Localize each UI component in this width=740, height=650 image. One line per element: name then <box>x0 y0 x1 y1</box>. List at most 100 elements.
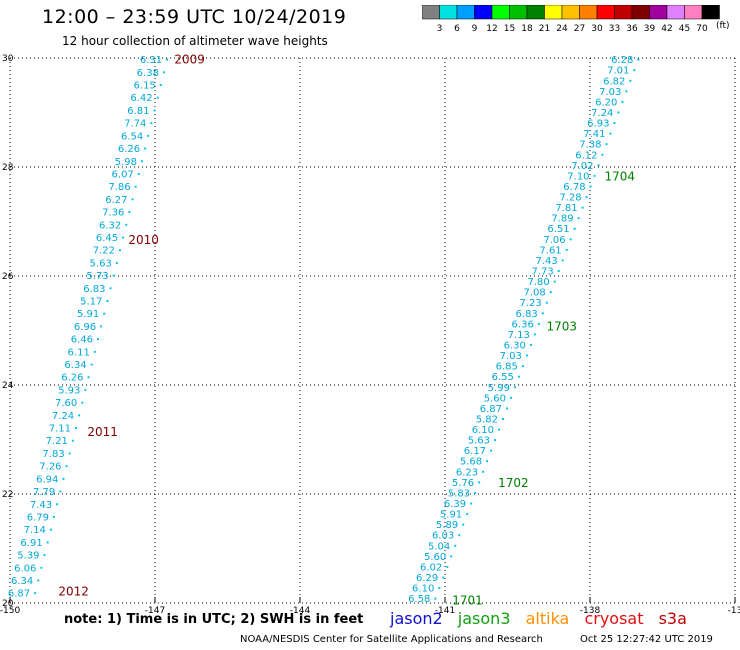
track-a-point <box>128 211 131 214</box>
legend-label: 6 <box>454 24 460 34</box>
x-tick-label: -147 <box>145 606 165 616</box>
track-a-point <box>49 528 52 531</box>
track-b-point <box>517 375 520 378</box>
track-a-point <box>84 388 87 391</box>
track-b-point <box>474 491 477 494</box>
track-a-point <box>115 261 118 264</box>
track-b-swh-label: 5.83 <box>448 488 470 499</box>
generation-timestamp: Oct 25 12:27:42 UTC 2019 <box>580 634 713 645</box>
track-a-swh-label: 6.38 <box>137 68 159 79</box>
track-b-swh-label: 7.81 <box>555 203 577 214</box>
track-a-swh-label: 6.45 <box>96 233 118 244</box>
track-b-point <box>605 143 608 146</box>
track-a-point <box>150 122 153 125</box>
track-a-point <box>43 554 46 557</box>
track-a-swh-label: 6.91 <box>20 538 42 549</box>
track-a-point <box>156 96 159 99</box>
legend-label: 33 <box>609 24 620 34</box>
track-b-swh-label: 7.06 <box>543 235 565 246</box>
legend-label: 39 <box>644 24 656 34</box>
track-a-point <box>40 566 43 569</box>
track-b-point <box>498 428 501 431</box>
track-b-swh-label: 7.24 <box>591 108 613 119</box>
track-b-point <box>478 481 481 484</box>
track-b-point <box>462 523 465 526</box>
track-b-point <box>521 365 524 368</box>
legend-label: 18 <box>521 24 533 34</box>
x-tick-label: -150 <box>0 606 20 616</box>
track-b-point <box>482 470 485 473</box>
track-b-point <box>613 122 616 125</box>
legend-label: 70 <box>696 24 708 34</box>
time-label: 2010 <box>128 233 159 247</box>
track-b-swh-label: 7.02 <box>571 161 593 172</box>
time-label: 2011 <box>87 425 118 439</box>
track-b-point <box>525 354 528 357</box>
track-b-swh-label: 6.29 <box>416 573 438 584</box>
track-b-point <box>549 291 552 294</box>
track-b-point <box>470 502 473 505</box>
track-a-swh-label: 7.22 <box>93 246 115 257</box>
track-a-point <box>52 515 55 518</box>
track-a-swh-label: 6.96 <box>74 322 96 333</box>
legend-label: 27 <box>574 24 585 34</box>
track-b-swh-label: 7.13 <box>508 330 530 341</box>
track-b-swh-label: 6.82 <box>603 76 625 87</box>
track-a-swh-label: 7.26 <box>39 462 61 473</box>
time-label: 1704 <box>605 169 636 183</box>
track-b-point <box>577 217 580 220</box>
track-a-swh-label: 6.94 <box>36 474 58 485</box>
track-a-swh-label: 7.43 <box>30 500 52 511</box>
track-a-point <box>118 249 121 252</box>
track-b-swh-label: 6.17 <box>464 446 486 457</box>
track-a-point <box>140 160 143 163</box>
track-a-point <box>159 84 162 87</box>
track-a-swh-label: 5.39 <box>17 551 39 562</box>
track-b-point <box>589 185 592 188</box>
track-a-point <box>65 465 68 468</box>
track-b-swh-label: 7.03 <box>500 351 522 362</box>
track-b-point <box>454 544 457 547</box>
track-a-swh-label: 6.06 <box>14 563 36 574</box>
track-a-point <box>153 109 156 112</box>
track-a-swh-label: 6.07 <box>112 169 134 180</box>
x-tick-label: -138 <box>580 606 601 616</box>
track-b-point <box>553 280 556 283</box>
legend-label: 9 <box>472 24 478 34</box>
time-label: 2012 <box>58 585 89 599</box>
track-b-point <box>502 417 504 420</box>
track-a-point <box>81 401 84 404</box>
track-a-swh-label: 7.36 <box>102 208 124 219</box>
satellite-cryosat: cryosat <box>584 609 644 628</box>
track-a-swh-label: 7.24 <box>52 411 74 422</box>
track-b-swh-label: 5.91 <box>440 510 462 521</box>
track-b-point <box>585 196 588 199</box>
track-a-swh-label: 7.74 <box>124 119 146 130</box>
track-a-swh-label: 7.79 <box>33 487 55 498</box>
track-b-swh-label: 6.78 <box>563 182 585 193</box>
satellite-legend: jason2 jason3 altika cryosat s3a <box>390 609 697 628</box>
track-b-point <box>537 322 540 325</box>
track-a-swh-label: 7.21 <box>46 436 68 447</box>
track-b-swh-label: 7.03 <box>599 87 621 98</box>
track-a-swh-label: 6.27 <box>105 195 127 206</box>
track-b-point <box>458 534 461 537</box>
legend-label: 12 <box>486 24 497 34</box>
track-a-point <box>93 350 96 353</box>
track-a-point <box>37 579 40 582</box>
track-b-swh-label: 6.10 <box>412 584 434 595</box>
track-a-point <box>162 71 165 74</box>
track-b-point <box>494 439 497 442</box>
track-b-point <box>633 69 636 72</box>
track-b-swh-label: 7.38 <box>579 140 601 151</box>
track-b-swh-label: 6.12 <box>575 150 597 161</box>
track-a-point <box>78 414 81 417</box>
track-b-point <box>617 111 620 114</box>
track-a-swh-label: 6.42 <box>130 93 152 104</box>
track-b-swh-label: 6.02 <box>420 562 442 573</box>
legend-label: 3 <box>437 24 443 34</box>
chart-title: 12:00 – 23:59 UTC 10/24/2019 <box>42 6 347 28</box>
track-b-point <box>434 597 437 600</box>
track-b-swh-label: 5.68 <box>460 457 482 468</box>
